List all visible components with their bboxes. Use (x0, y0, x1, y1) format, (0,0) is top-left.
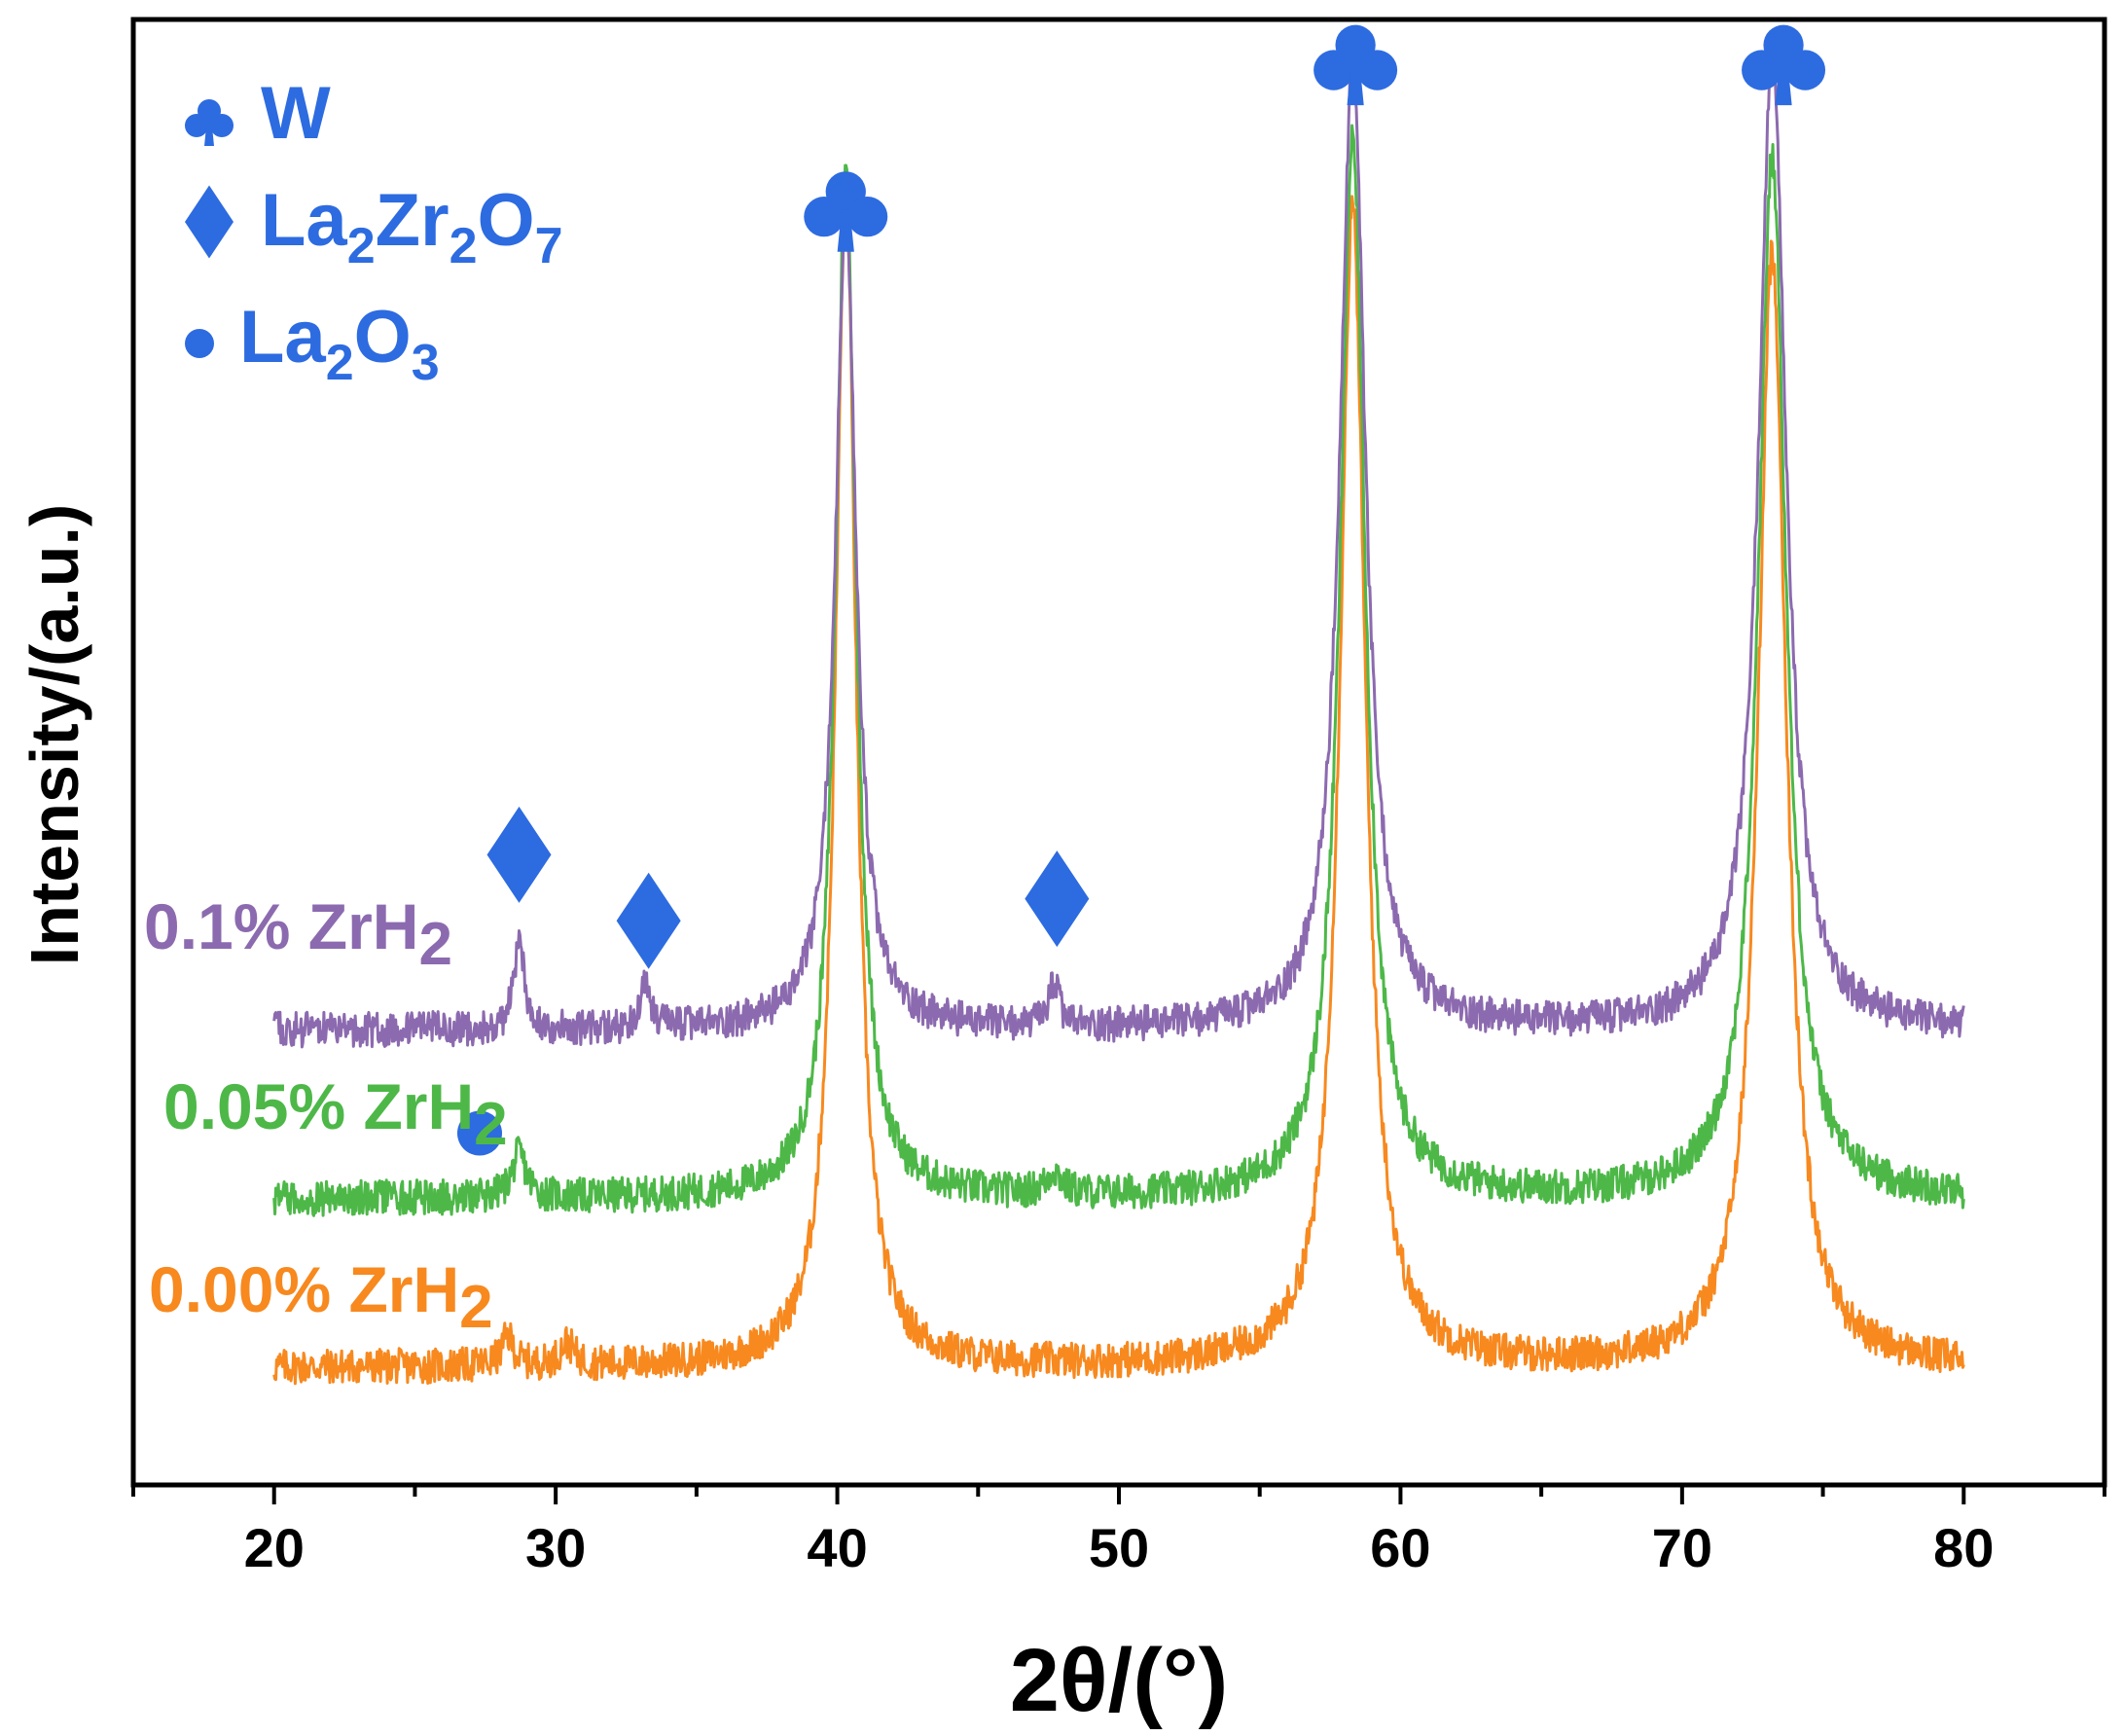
legend-label: La2O3 (239, 296, 440, 391)
x-tick-label: 80 (1933, 1517, 1994, 1578)
phase-marker-club (1742, 24, 1826, 106)
x-tick-label: 40 (807, 1517, 867, 1578)
series-layer (272, 52, 1965, 1386)
legend-label: La2Zr2O7 (261, 179, 563, 274)
series-line-2 (272, 124, 1965, 1217)
legend: W La2Zr2O7 La2O3 (185, 72, 563, 391)
phase-marker-diamond (486, 806, 552, 903)
legend-symbol-club (185, 99, 234, 146)
series-label-1: 0.00% ZrH2 (149, 1253, 493, 1341)
x-tick-label: 60 (1370, 1517, 1430, 1578)
x-axis-title: 2θ/(°) (1010, 1631, 1229, 1730)
phase-marker-club (804, 171, 888, 252)
phase-marker-club (1313, 24, 1398, 106)
series-line-3 (272, 52, 1965, 1049)
legend-label: W (261, 72, 331, 155)
x-tick-label: 70 (1652, 1517, 1712, 1578)
x-tick-label: 20 (244, 1517, 305, 1578)
phase-markers (456, 24, 1826, 1156)
series-label-2: 0.05% ZrH2 (163, 1070, 508, 1158)
series-line-1 (272, 188, 1965, 1386)
y-axis-title: Intensity/(a.u.) (17, 504, 92, 965)
phase-marker-diamond (616, 872, 681, 969)
series-labels: 0.00% ZrH2 0.05% ZrH2 0.1% ZrH2 (144, 890, 508, 1341)
x-tick-label: 50 (1089, 1517, 1149, 1578)
x-ticks: 20 30 40 50 60 70 80 (131, 1485, 2106, 1578)
legend-symbol-circle (185, 329, 214, 358)
series-label-3: 0.1% ZrH2 (144, 890, 452, 978)
legend-symbol-diamond (185, 185, 234, 259)
x-tick-label: 30 (525, 1517, 586, 1578)
phase-marker-circle (456, 1110, 502, 1156)
phase-marker-diamond (1025, 850, 1090, 948)
